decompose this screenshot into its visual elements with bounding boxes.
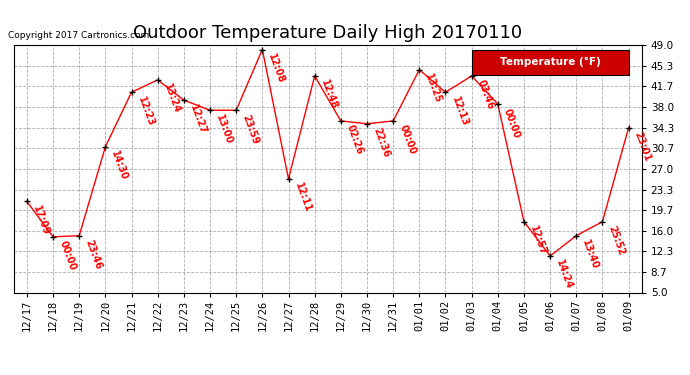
Text: Temperature (°F): Temperature (°F) xyxy=(500,57,601,68)
Text: 13:40: 13:40 xyxy=(580,238,600,271)
Text: 23:59: 23:59 xyxy=(240,113,260,146)
Text: 12:27: 12:27 xyxy=(188,103,208,135)
Title: Outdoor Temperature Daily High 20170110: Outdoor Temperature Daily High 20170110 xyxy=(133,24,522,42)
Text: 17:09: 17:09 xyxy=(31,204,51,237)
Text: 12:23: 12:23 xyxy=(136,95,156,128)
Text: 13:25: 13:25 xyxy=(424,72,444,105)
Text: 12:11: 12:11 xyxy=(293,182,313,214)
Text: 13:00: 13:00 xyxy=(214,113,234,146)
Text: Copyright 2017 Cartronics.com: Copyright 2017 Cartronics.com xyxy=(8,31,149,40)
Text: 02:26: 02:26 xyxy=(345,124,365,156)
Text: 12:08: 12:08 xyxy=(266,52,286,85)
Text: 00:00: 00:00 xyxy=(397,124,417,156)
Text: 00:00: 00:00 xyxy=(502,107,522,140)
Text: 14:24: 14:24 xyxy=(554,259,574,291)
Text: 23:46: 23:46 xyxy=(83,238,104,271)
Text: 12:57: 12:57 xyxy=(528,224,548,257)
Text: 00:00: 00:00 xyxy=(57,240,77,272)
Text: 22:36: 22:36 xyxy=(371,126,391,159)
Text: 12:13: 12:13 xyxy=(450,95,470,128)
Text: 25:52: 25:52 xyxy=(607,224,627,257)
Text: 13:24: 13:24 xyxy=(162,82,182,115)
FancyBboxPatch shape xyxy=(472,50,629,75)
Text: 23:01: 23:01 xyxy=(633,130,653,163)
Text: 03:46: 03:46 xyxy=(476,79,496,111)
Text: 14:30: 14:30 xyxy=(110,150,130,182)
Text: 12:48: 12:48 xyxy=(319,79,339,111)
